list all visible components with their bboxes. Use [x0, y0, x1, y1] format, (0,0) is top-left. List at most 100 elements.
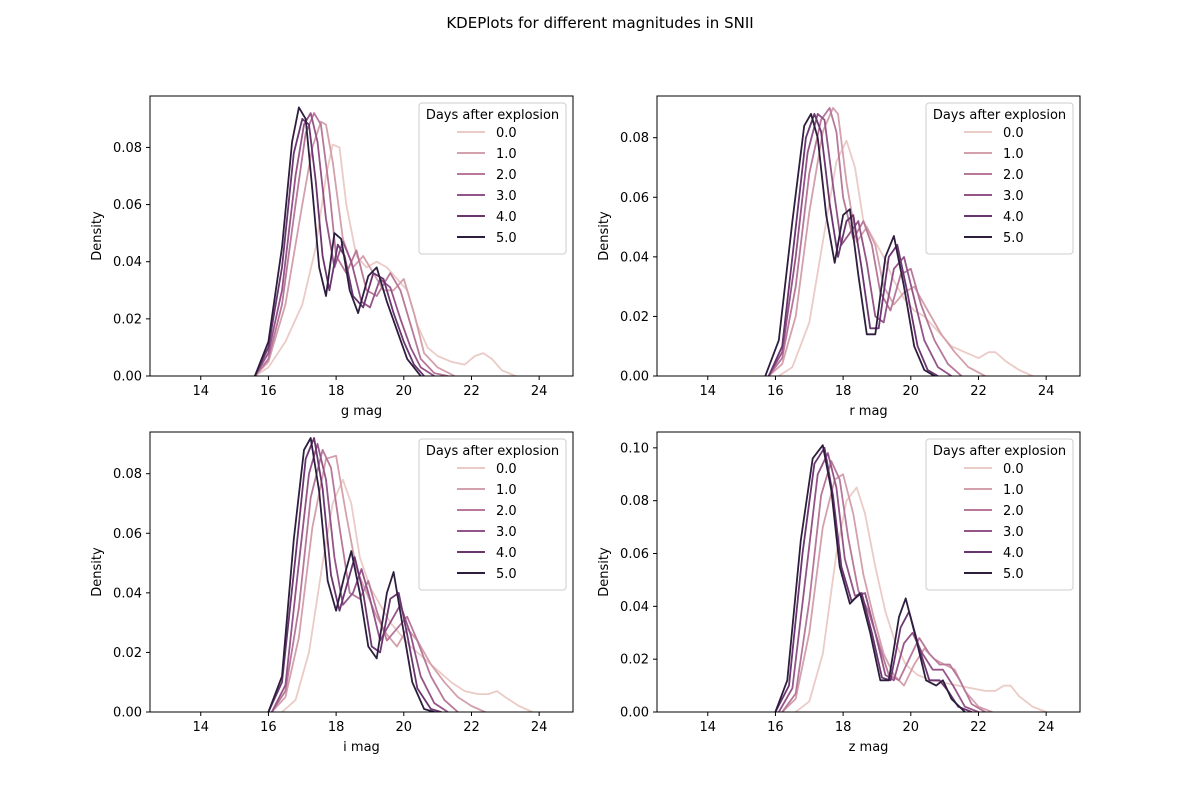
x-tick-label: 24	[1038, 720, 1055, 735]
figure-title: KDEPlots for different magnitudes in SNI…	[446, 14, 753, 32]
y-tick-label: 0.02	[620, 310, 649, 325]
legend-label: 4.0	[1003, 546, 1024, 561]
legend-label: 1.0	[496, 147, 517, 162]
legend-box	[418, 438, 567, 591]
axes-frame	[149, 431, 574, 713]
legend-label: 1.0	[1003, 483, 1024, 498]
x-tick-label: 20	[396, 720, 413, 735]
x-tick-label: 14	[699, 720, 716, 735]
kde-line-4.0	[767, 113, 939, 376]
legend: Days after explosion 0.0 1.0 2.0 3.0 4.0 5.0	[925, 102, 1074, 255]
legend-label: 4.0	[496, 210, 517, 225]
x-axis-label: z mag	[849, 740, 889, 755]
y-tick-label: 0.08	[113, 141, 142, 156]
kde-line-4.0	[774, 446, 973, 712]
kde-line-2.0	[767, 107, 963, 376]
y-tick-label: 0.02	[113, 646, 142, 661]
subplot-r: 14 16 18 20 22 24 0.00 0.02 0.04 0.06 0.08 r mag Den…	[597, 95, 1081, 419]
subplot-g: 14 16 18 20 22 24 0.00 0.02 0.04 0.06 0.08 g mag Den…	[90, 95, 574, 419]
x-tick-label: 18	[328, 720, 345, 735]
axes-frame	[656, 431, 1081, 713]
legend-label: 5.0	[496, 231, 517, 246]
kde-line-1.0	[270, 454, 486, 712]
legend-label: 5.0	[1003, 231, 1024, 246]
legend-title: Days after explosion	[426, 108, 559, 123]
kde-line-4.0	[267, 437, 442, 712]
legend-label: 0.0	[1003, 126, 1024, 141]
kde-line-5.0	[774, 444, 966, 712]
legend-label: 3.0	[1003, 189, 1024, 204]
y-tick-label: 0.02	[113, 312, 142, 327]
x-tick-label: 16	[260, 720, 277, 735]
legend-label: 2.0	[496, 504, 517, 519]
kde-line-0.0	[281, 478, 534, 712]
kde-line-4.0	[254, 118, 425, 376]
kde-line-2.0	[781, 460, 987, 712]
x-tick-label: 16	[767, 720, 784, 735]
legend: Days after explosion 0.0 1.0 2.0 3.0 4.0 5.0	[925, 438, 1074, 591]
y-tick-label: 0.02	[620, 653, 649, 668]
y-tick-label: 0.00	[620, 706, 649, 721]
y-tick-label: 0.06	[113, 527, 142, 542]
x-tick-label: 22	[463, 720, 480, 735]
kde-line-0.0	[254, 143, 517, 376]
y-tick-label: 0.04	[620, 250, 649, 265]
kde-line-5.0	[254, 106, 422, 376]
legend-label: 2.0	[1003, 168, 1024, 183]
kde-curves	[764, 107, 1034, 376]
x-tick-label: 18	[835, 384, 852, 399]
y-tick-label: 0.08	[620, 131, 649, 146]
y-tick-label: 0.06	[620, 547, 649, 562]
axes-frame	[149, 95, 574, 377]
y-axis-label: Density	[597, 211, 612, 261]
x-axis-label: r mag	[849, 404, 887, 419]
y-tick-label: 0.04	[620, 600, 649, 615]
x-tick-label: 14	[192, 720, 209, 735]
legend: Days after explosion 0.0 1.0 2.0 3.0 4.0 5.0	[418, 102, 567, 255]
x-axis-label: g mag	[341, 404, 382, 419]
legend-label: 5.0	[496, 567, 517, 582]
legend-title: Days after explosion	[426, 444, 559, 459]
legend-label: 0.0	[496, 126, 517, 141]
x-tick-label: 20	[903, 384, 920, 399]
x-tick-label: 24	[531, 384, 548, 399]
legend-label: 1.0	[496, 483, 517, 498]
x-tick-label: 14	[192, 384, 209, 399]
legend-title: Days after explosion	[933, 108, 1066, 123]
kde-curves	[267, 437, 534, 712]
kde-line-5.0	[267, 437, 436, 712]
legend-label: 1.0	[1003, 147, 1024, 162]
legend-box	[925, 438, 1074, 591]
x-tick-label: 24	[531, 720, 548, 735]
y-tick-label: 0.06	[620, 191, 649, 206]
x-axis-label: i mag	[343, 740, 380, 755]
x-tick-label: 18	[328, 384, 345, 399]
legend-label: 3.0	[1003, 525, 1024, 540]
y-tick-label: 0.00	[620, 370, 649, 385]
y-axis-label: Density	[90, 211, 105, 261]
x-tick-label: 18	[835, 720, 852, 735]
kde-line-1.0	[767, 107, 987, 376]
legend-label: 2.0	[496, 168, 517, 183]
legend-title: Days after explosion	[933, 444, 1066, 459]
kde-curves	[774, 444, 1048, 712]
kde-curves	[254, 106, 517, 376]
x-tick-label: 22	[970, 384, 987, 399]
legend-label: 0.0	[1003, 462, 1024, 477]
legend-label: 5.0	[1003, 567, 1024, 582]
y-tick-label: 0.00	[113, 370, 142, 385]
kde-line-0.0	[794, 486, 1048, 712]
kde-line-3.0	[254, 112, 436, 376]
legend-label: 4.0	[496, 546, 517, 561]
x-tick-label: 22	[463, 384, 480, 399]
y-tick-label: 0.08	[620, 494, 649, 509]
subplot-z: 14 16 18 20 22 24 0.00 0.02 0.04 0.06 0.08 0.10 z ma…	[597, 431, 1081, 755]
x-tick-label: 22	[970, 720, 987, 735]
kde-line-0.0	[777, 139, 1034, 376]
y-tick-label: 0.06	[113, 198, 142, 213]
y-tick-label: 0.00	[113, 706, 142, 721]
x-tick-label: 16	[260, 384, 277, 399]
y-axis-label: Density	[597, 547, 612, 597]
subplot-i: 14 16 18 20 22 24 0.00 0.02 0.04 0.06 0.08 i mag Den…	[90, 431, 574, 755]
